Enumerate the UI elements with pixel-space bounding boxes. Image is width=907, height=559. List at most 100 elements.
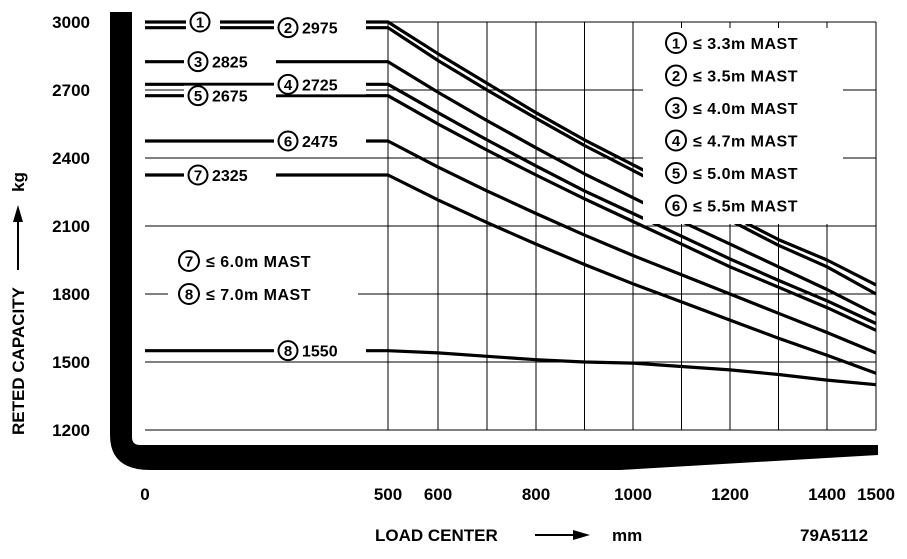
y-tick-3000: 3000	[52, 13, 90, 32]
y-tick-2400: 2400	[52, 149, 90, 168]
series-marker-2	[277, 17, 299, 39]
x-tick-1000: 1000	[614, 485, 652, 504]
curve-series-3	[144, 60, 877, 316]
chart-series-labels: 1 2 2975 3 2825 4 2725 5 2675 6 2475 7 2325 8 1550	[184, 11, 366, 362]
series-label-8: 8 1550	[274, 340, 366, 362]
legend-text-1: ≤ 3.3m MAST	[693, 36, 798, 53]
curve-series-4	[144, 82, 877, 325]
series-value-7: 2325	[212, 168, 248, 185]
legend-marker-6	[665, 194, 687, 217]
curve-series-8	[144, 349, 877, 387]
curve-series-7	[145, 173, 877, 375]
curve-series-1	[145, 20, 877, 287]
legend-text-8: ≤ 7.0m MAST	[206, 287, 311, 304]
legend-marker-7	[178, 250, 200, 272]
series-label-7: 7 2325	[184, 164, 276, 186]
chart-curves	[144, 20, 877, 387]
legend-box-secondary	[168, 243, 358, 309]
series-number-5: 5	[194, 88, 202, 105]
legend-item-6: 6 ≤ 5.5m MAST	[665, 194, 798, 217]
x-tick-800: 800	[522, 485, 550, 504]
x-tick-0: 0	[140, 485, 149, 504]
chart-legend: 1 ≤ 3.3m MAST 2 ≤ 3.5m MAST 3 ≤ 4.0m MAST 4 ≤ 4…	[168, 28, 843, 309]
series-marker-8	[277, 340, 299, 362]
series-number-4: 4	[284, 77, 293, 94]
series-label-2: 2 2975	[274, 17, 366, 39]
legend-text-4: ≤ 4.7m MAST	[693, 134, 798, 151]
legend-item-5: 5 ≤ 5.0m MAST	[665, 162, 798, 184]
legend-marker-1	[665, 32, 687, 54]
legend-marker-3	[665, 97, 687, 119]
y-tick-2700: 2700	[52, 81, 90, 100]
legend-number-3: 3	[672, 101, 680, 118]
y-axis-label: RETED CAPACITY	[9, 286, 28, 435]
y-axis-arrow	[13, 205, 23, 270]
series-number-3: 3	[194, 54, 202, 71]
series-label-6: 6 2475	[274, 130, 366, 152]
series-number-8: 8	[284, 343, 292, 360]
legend-marker-8	[178, 283, 200, 305]
series-marker-1	[189, 11, 211, 33]
series-marker-6	[277, 130, 299, 152]
x-tick-labels: 0 500 600 800 1000 1200 1400 1500	[140, 485, 895, 504]
series-number-1: 1	[196, 15, 204, 32]
x-tick-1200: 1200	[711, 485, 749, 504]
legend-item-8: 8 ≤ 7.0m MAST	[178, 283, 311, 305]
legend-item-1: 1 ≤ 3.3m MAST	[665, 32, 798, 54]
legend-item-3: 3 ≤ 4.0m MAST	[665, 97, 798, 119]
x-axis-title: LOAD CENTER	[375, 526, 498, 545]
legend-number-8: 8	[185, 287, 193, 304]
legend-text-3: ≤ 4.0m MAST	[693, 101, 798, 118]
y-tick-labels: 3000 2700 2400 2100 1800 1500 1200	[52, 13, 90, 440]
x-axis-unit: mm	[612, 526, 642, 545]
series-label-5: 5 2675	[184, 85, 276, 107]
x-axis-arrow	[535, 530, 590, 540]
legend-text-6: ≤ 5.5m MAST	[693, 199, 798, 216]
legend-text-5: ≤ 5.0m MAST	[693, 166, 798, 183]
x-tick-600: 600	[424, 485, 452, 504]
series-marker-5	[187, 85, 209, 107]
legend-marker-5	[665, 162, 687, 184]
legend-number-7: 7	[185, 254, 193, 271]
legend-marker-2	[665, 64, 687, 87]
series-value-8: 1550	[302, 344, 338, 361]
x-tick-1400: 1400	[808, 485, 846, 504]
legend-text-7: ≤ 6.0m MAST	[206, 254, 311, 271]
series-value-2: 2975	[302, 21, 338, 38]
y-axis-unit: kg	[9, 172, 28, 192]
legend-text-2: ≤ 3.5m MAST	[693, 69, 798, 86]
legend-number-1: 1	[672, 36, 680, 53]
legend-number-6: 6	[672, 198, 680, 215]
series-number-6: 6	[284, 134, 292, 151]
series-number-7: 7	[194, 168, 202, 185]
legend-number-2: 2	[672, 68, 680, 85]
y-axis-title: RETED CAPACITY	[9, 286, 28, 435]
series-number-2: 2	[284, 20, 292, 37]
series-label-3: 3 2825	[184, 51, 276, 73]
x-tick-1500: 1500	[857, 485, 895, 504]
series-value-4: 2725	[302, 77, 338, 94]
series-marker-4	[277, 73, 299, 95]
legend-marker-4	[665, 129, 687, 152]
curve-series-5	[144, 94, 877, 332]
x-tick-500: 500	[374, 485, 402, 504]
y-tick-1200: 1200	[52, 421, 90, 440]
legend-box-main	[643, 28, 843, 224]
legend-item-4: 4 ≤ 4.7m MAST	[665, 129, 798, 152]
figure-code: 79A5112	[800, 526, 868, 545]
curve-series-2	[144, 26, 877, 296]
series-label-4: 4 2725	[274, 73, 366, 95]
series-value-5: 2675	[212, 89, 248, 106]
curve-series-6	[145, 139, 877, 355]
legend-number-5: 5	[672, 166, 680, 183]
series-marker-3	[187, 51, 209, 73]
series-value-6: 2475	[302, 134, 338, 151]
series-marker-7	[187, 164, 209, 186]
y-tick-1500: 1500	[52, 353, 90, 372]
legend-item-7: 7 ≤ 6.0m MAST	[178, 250, 311, 272]
legend-number-4: 4	[672, 133, 681, 150]
series-value-3: 2825	[212, 55, 248, 72]
series-label-1: 1	[186, 11, 220, 33]
legend-item-2: 2 ≤ 3.5m MAST	[665, 64, 798, 87]
